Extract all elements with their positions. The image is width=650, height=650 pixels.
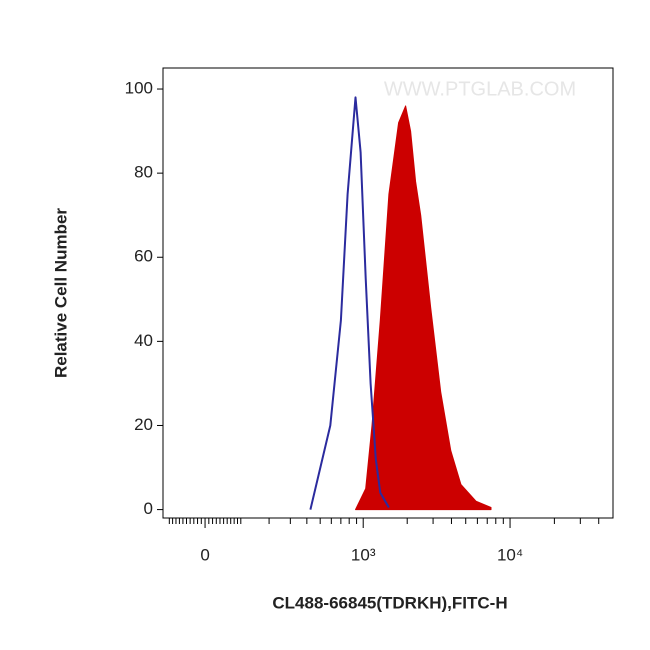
y-tick-label: 80 <box>134 163 153 182</box>
x-tick-label: 10⁴ <box>497 545 523 564</box>
watermark: WWW.PTGLAB.COM <box>384 78 576 100</box>
y-tick-label: 40 <box>134 331 153 350</box>
plot-frame <box>162 67 614 519</box>
y-axis-label: Relative Cell Number <box>51 208 70 378</box>
histogram-area <box>355 105 492 511</box>
histogram-line <box>309 96 390 510</box>
x-tick-label: 10³ <box>351 545 376 564</box>
y-tick-label: 0 <box>144 499 153 518</box>
y-tick-label: 100 <box>125 79 153 98</box>
x-axis-label: CL488-66845(TDRKH),FITC-H <box>272 593 507 612</box>
x-tick-label: 0 <box>200 545 209 564</box>
y-tick-label: 20 <box>134 415 153 434</box>
y-tick-label: 60 <box>134 247 153 266</box>
